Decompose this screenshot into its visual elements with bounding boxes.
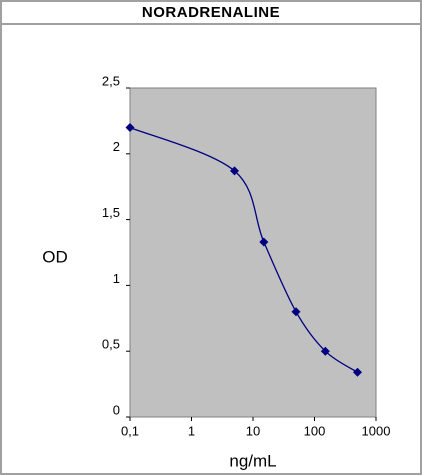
data-point bbox=[291, 307, 301, 317]
data-point bbox=[320, 346, 330, 356]
y-tick-label: 1,5 bbox=[102, 205, 120, 220]
chart-title: NORADRENALINE bbox=[142, 4, 280, 21]
x-tick-label: 1000 bbox=[362, 423, 391, 438]
data-point bbox=[352, 367, 362, 377]
x-tick-label: 0,1 bbox=[121, 423, 139, 438]
data-point bbox=[259, 237, 269, 247]
y-tick-label: 0,5 bbox=[102, 337, 120, 352]
x-tick-label: 10 bbox=[246, 423, 260, 438]
x-axis-label: ng/mL bbox=[229, 451, 276, 470]
y-tick-label: 0 bbox=[113, 402, 120, 417]
y-tick-label: 2 bbox=[113, 139, 120, 154]
data-point bbox=[125, 122, 135, 132]
data-point bbox=[229, 166, 239, 176]
y-tick-label: 2,5 bbox=[102, 73, 120, 88]
y-axis-label: OD bbox=[42, 247, 68, 266]
x-tick-label: 100 bbox=[304, 423, 326, 438]
y-tick-label: 1 bbox=[113, 271, 120, 286]
x-tick-label: 1 bbox=[188, 423, 195, 438]
plot-area bbox=[129, 87, 377, 418]
